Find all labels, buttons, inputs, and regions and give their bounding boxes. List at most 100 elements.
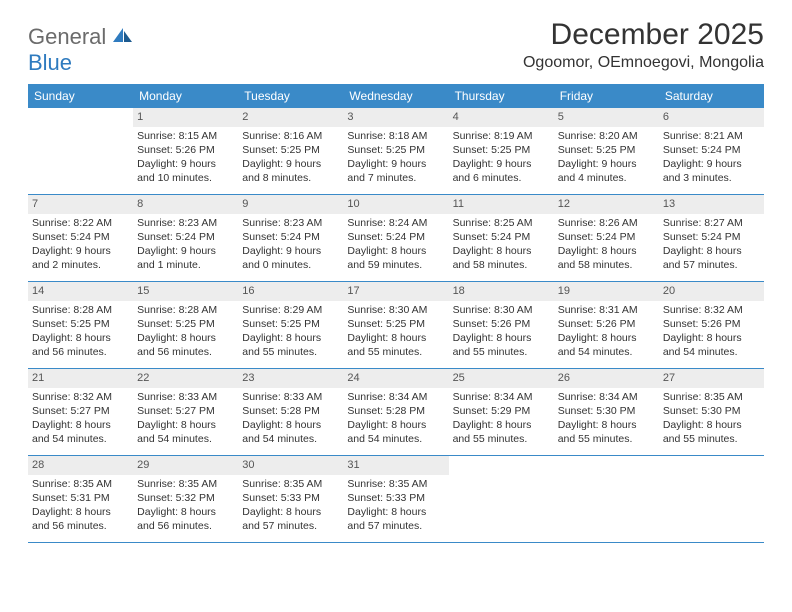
- day-body: Sunrise: 8:16 AMSunset: 5:25 PMDaylight:…: [238, 127, 343, 190]
- sunrise-text: Sunrise: 8:15 AM: [137, 129, 234, 143]
- sunset-text: Sunset: 5:26 PM: [663, 317, 760, 331]
- logo: General Blue: [28, 18, 133, 76]
- daylight-text: Daylight: 9 hours and 8 minutes.: [242, 157, 339, 185]
- daylight-text: Daylight: 8 hours and 55 minutes.: [453, 331, 550, 359]
- week-row: 14Sunrise: 8:28 AMSunset: 5:25 PMDayligh…: [28, 282, 764, 369]
- day-number: 13: [659, 195, 764, 214]
- sunrise-text: Sunrise: 8:18 AM: [347, 129, 444, 143]
- daylight-text: Daylight: 8 hours and 57 minutes.: [347, 505, 444, 533]
- day-number: 30: [238, 456, 343, 475]
- logo-sail-icon: [113, 28, 133, 44]
- day-cell: 11Sunrise: 8:25 AMSunset: 5:24 PMDayligh…: [449, 195, 554, 281]
- day-number: 28: [28, 456, 133, 475]
- day-body: Sunrise: 8:34 AMSunset: 5:28 PMDaylight:…: [343, 388, 448, 451]
- sunset-text: Sunset: 5:24 PM: [32, 230, 129, 244]
- day-body: Sunrise: 8:34 AMSunset: 5:29 PMDaylight:…: [449, 388, 554, 451]
- sunset-text: Sunset: 5:24 PM: [137, 230, 234, 244]
- day-cell: 5Sunrise: 8:20 AMSunset: 5:25 PMDaylight…: [554, 108, 659, 194]
- day-number: 14: [28, 282, 133, 301]
- calendar-body: 1Sunrise: 8:15 AMSunset: 5:26 PMDaylight…: [28, 108, 764, 543]
- day-body: Sunrise: 8:35 AMSunset: 5:32 PMDaylight:…: [133, 475, 238, 538]
- day-body: Sunrise: 8:34 AMSunset: 5:30 PMDaylight:…: [554, 388, 659, 451]
- daylight-text: Daylight: 8 hours and 58 minutes.: [453, 244, 550, 272]
- dow-cell: Saturday: [659, 84, 764, 108]
- sunrise-text: Sunrise: 8:31 AM: [558, 303, 655, 317]
- day-cell: 27Sunrise: 8:35 AMSunset: 5:30 PMDayligh…: [659, 369, 764, 455]
- dow-cell: Sunday: [28, 84, 133, 108]
- daylight-text: Daylight: 8 hours and 54 minutes.: [32, 418, 129, 446]
- day-body: Sunrise: 8:33 AMSunset: 5:28 PMDaylight:…: [238, 388, 343, 451]
- daylight-text: Daylight: 8 hours and 54 minutes.: [137, 418, 234, 446]
- day-body: Sunrise: 8:19 AMSunset: 5:25 PMDaylight:…: [449, 127, 554, 190]
- day-number: 10: [343, 195, 448, 214]
- day-cell: 13Sunrise: 8:27 AMSunset: 5:24 PMDayligh…: [659, 195, 764, 281]
- day-cell: 9Sunrise: 8:23 AMSunset: 5:24 PMDaylight…: [238, 195, 343, 281]
- day-cell: 8Sunrise: 8:23 AMSunset: 5:24 PMDaylight…: [133, 195, 238, 281]
- sunrise-text: Sunrise: 8:28 AM: [137, 303, 234, 317]
- day-number: 18: [449, 282, 554, 301]
- sunrise-text: Sunrise: 8:32 AM: [32, 390, 129, 404]
- day-body: Sunrise: 8:25 AMSunset: 5:24 PMDaylight:…: [449, 214, 554, 277]
- day-body: Sunrise: 8:35 AMSunset: 5:30 PMDaylight:…: [659, 388, 764, 451]
- day-body: Sunrise: 8:21 AMSunset: 5:24 PMDaylight:…: [659, 127, 764, 190]
- day-body: Sunrise: 8:27 AMSunset: 5:24 PMDaylight:…: [659, 214, 764, 277]
- sunrise-text: Sunrise: 8:16 AM: [242, 129, 339, 143]
- day-number: 17: [343, 282, 448, 301]
- day-of-week-header: SundayMondayTuesdayWednesdayThursdayFrid…: [28, 84, 764, 108]
- sunrise-text: Sunrise: 8:21 AM: [663, 129, 760, 143]
- day-cell: 15Sunrise: 8:28 AMSunset: 5:25 PMDayligh…: [133, 282, 238, 368]
- day-body: Sunrise: 8:35 AMSunset: 5:31 PMDaylight:…: [28, 475, 133, 538]
- sunset-text: Sunset: 5:24 PM: [663, 230, 760, 244]
- title-block: December 2025 Ogoomor, OEmnoegovi, Mongo…: [523, 18, 764, 72]
- day-number: 25: [449, 369, 554, 388]
- sunrise-text: Sunrise: 8:30 AM: [347, 303, 444, 317]
- sunrise-text: Sunrise: 8:35 AM: [347, 477, 444, 491]
- day-body: Sunrise: 8:26 AMSunset: 5:24 PMDaylight:…: [554, 214, 659, 277]
- day-cell: [28, 108, 133, 194]
- sunset-text: Sunset: 5:27 PM: [137, 404, 234, 418]
- sunset-text: Sunset: 5:33 PM: [347, 491, 444, 505]
- sunrise-text: Sunrise: 8:25 AM: [453, 216, 550, 230]
- sunset-text: Sunset: 5:25 PM: [242, 317, 339, 331]
- sunset-text: Sunset: 5:24 PM: [347, 230, 444, 244]
- sunset-text: Sunset: 5:26 PM: [558, 317, 655, 331]
- daylight-text: Daylight: 8 hours and 57 minutes.: [663, 244, 760, 272]
- day-cell: 14Sunrise: 8:28 AMSunset: 5:25 PMDayligh…: [28, 282, 133, 368]
- day-cell: 6Sunrise: 8:21 AMSunset: 5:24 PMDaylight…: [659, 108, 764, 194]
- day-number: 16: [238, 282, 343, 301]
- day-number: 6: [659, 108, 764, 127]
- sunset-text: Sunset: 5:25 PM: [347, 143, 444, 157]
- sunrise-text: Sunrise: 8:28 AM: [32, 303, 129, 317]
- day-cell: 25Sunrise: 8:34 AMSunset: 5:29 PMDayligh…: [449, 369, 554, 455]
- day-number: 9: [238, 195, 343, 214]
- day-number: 12: [554, 195, 659, 214]
- day-body: Sunrise: 8:23 AMSunset: 5:24 PMDaylight:…: [238, 214, 343, 277]
- day-body: Sunrise: 8:32 AMSunset: 5:26 PMDaylight:…: [659, 301, 764, 364]
- daylight-text: Daylight: 8 hours and 55 minutes.: [347, 331, 444, 359]
- day-cell: [554, 456, 659, 542]
- day-cell: 18Sunrise: 8:30 AMSunset: 5:26 PMDayligh…: [449, 282, 554, 368]
- sunset-text: Sunset: 5:24 PM: [558, 230, 655, 244]
- sunrise-text: Sunrise: 8:32 AM: [663, 303, 760, 317]
- calendar: SundayMondayTuesdayWednesdayThursdayFrid…: [28, 84, 764, 543]
- daylight-text: Daylight: 9 hours and 4 minutes.: [558, 157, 655, 185]
- day-cell: 26Sunrise: 8:34 AMSunset: 5:30 PMDayligh…: [554, 369, 659, 455]
- sunset-text: Sunset: 5:25 PM: [242, 143, 339, 157]
- sunset-text: Sunset: 5:25 PM: [137, 317, 234, 331]
- day-number: 3: [343, 108, 448, 127]
- sunset-text: Sunset: 5:33 PM: [242, 491, 339, 505]
- day-cell: 22Sunrise: 8:33 AMSunset: 5:27 PMDayligh…: [133, 369, 238, 455]
- sunset-text: Sunset: 5:26 PM: [137, 143, 234, 157]
- week-row: 7Sunrise: 8:22 AMSunset: 5:24 PMDaylight…: [28, 195, 764, 282]
- day-body: Sunrise: 8:35 AMSunset: 5:33 PMDaylight:…: [343, 475, 448, 538]
- day-cell: 23Sunrise: 8:33 AMSunset: 5:28 PMDayligh…: [238, 369, 343, 455]
- sunset-text: Sunset: 5:25 PM: [558, 143, 655, 157]
- sunset-text: Sunset: 5:29 PM: [453, 404, 550, 418]
- dow-cell: Thursday: [449, 84, 554, 108]
- header: General Blue December 2025 Ogoomor, OEmn…: [28, 18, 764, 76]
- daylight-text: Daylight: 8 hours and 56 minutes.: [137, 331, 234, 359]
- daylight-text: Daylight: 9 hours and 2 minutes.: [32, 244, 129, 272]
- daylight-text: Daylight: 9 hours and 7 minutes.: [347, 157, 444, 185]
- dow-cell: Wednesday: [343, 84, 448, 108]
- daylight-text: Daylight: 8 hours and 59 minutes.: [347, 244, 444, 272]
